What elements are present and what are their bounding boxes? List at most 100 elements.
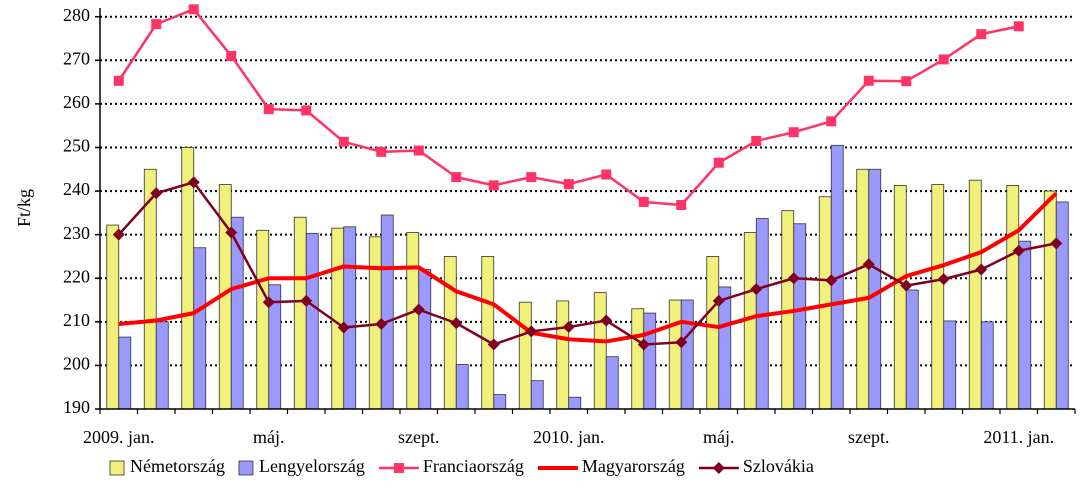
bar [643,312,657,410]
y-tick-label: 220 [63,266,90,286]
y-tick-label: 250 [63,136,90,156]
x-tick-label: máj. [253,427,285,447]
legend-swatch [238,460,254,476]
bar [406,232,420,410]
line-marker [376,146,387,157]
line-marker [676,200,687,211]
line-marker [712,294,725,307]
bar [868,168,882,410]
legend-label: Magyarország [582,456,685,476]
line-marker [113,75,124,86]
bar [155,321,169,410]
bar [530,380,544,410]
line-marker [788,127,799,138]
bar [293,216,307,410]
x-tick-label: 2011. jan. [983,427,1054,447]
bar [980,321,994,410]
line [117,181,1057,346]
line-marker [187,176,200,189]
line-marker [600,314,613,327]
line-marker [526,172,537,183]
line-marker [975,263,988,276]
x-tick-label: 2009. jan. [83,427,155,447]
x-tick-label: máj. [703,427,735,447]
line-marker [188,4,199,15]
line-marker [787,272,800,285]
bar [1055,201,1069,410]
line-marker [563,179,574,190]
line-marker [863,75,874,86]
bar [305,232,319,410]
y-tick-label: 210 [63,310,90,330]
legend-label: Franciaország [423,456,524,476]
line-marker [262,296,275,309]
bar [706,256,720,410]
line-marker [751,135,762,146]
line-marker [488,180,499,191]
y-tick-label: 230 [63,223,90,243]
line-marker [713,157,724,168]
legend-label: Szlovákia [743,456,814,476]
line-marker [937,273,950,286]
bar [793,223,807,410]
legend-swatch [109,460,125,476]
line-marker [412,303,425,316]
line-marker [300,294,313,307]
line-marker [226,50,237,61]
y-tick-label: 240 [63,179,90,199]
bar [118,336,132,410]
bar [343,226,357,410]
bar [106,224,120,410]
legend-item: Szlovákia [698,456,814,476]
legend-item: Magyarország [537,456,685,476]
line-marker [338,136,349,147]
line [118,191,1058,344]
bar [668,299,682,410]
bar [905,289,919,410]
line-marker [1013,21,1024,32]
y-tick-label: 190 [63,397,90,417]
bar [943,320,957,410]
bar [893,184,907,410]
bar [556,300,570,410]
bar [193,247,207,410]
line-marker [562,321,575,334]
legend-label: Lengyelország [259,456,365,476]
line-marker [375,318,388,331]
bar [605,356,619,410]
bar [443,256,457,410]
bar [455,364,469,410]
legend-marker [712,462,725,474]
bar [856,168,870,410]
line-marker [750,283,763,296]
line-marker [1012,244,1025,257]
x-tick-label: szept. [848,427,889,447]
line [117,8,1020,207]
bar [481,256,495,410]
legend-marker [393,463,404,473]
line-marker [825,274,838,287]
y-tick-label: 200 [63,354,90,374]
line-marker [263,104,274,115]
line-marker [487,338,500,351]
line-marker [1050,237,1063,250]
y-tick-label: 280 [63,5,90,25]
line-marker [638,196,649,207]
line-marker [900,279,913,292]
line-marker [450,317,463,330]
bar [568,396,582,410]
bar [680,299,694,410]
line-marker [862,258,875,271]
bar [1006,184,1020,410]
y-axis-label: Ft/kg [14,189,34,227]
bar [718,286,732,410]
bar [418,269,432,410]
line-marker [675,336,688,349]
line-marker [826,116,837,127]
bar [931,184,945,410]
legend-item: Franciaország [378,456,524,476]
line-marker [337,321,350,334]
bar [380,214,394,410]
bar [493,394,507,410]
